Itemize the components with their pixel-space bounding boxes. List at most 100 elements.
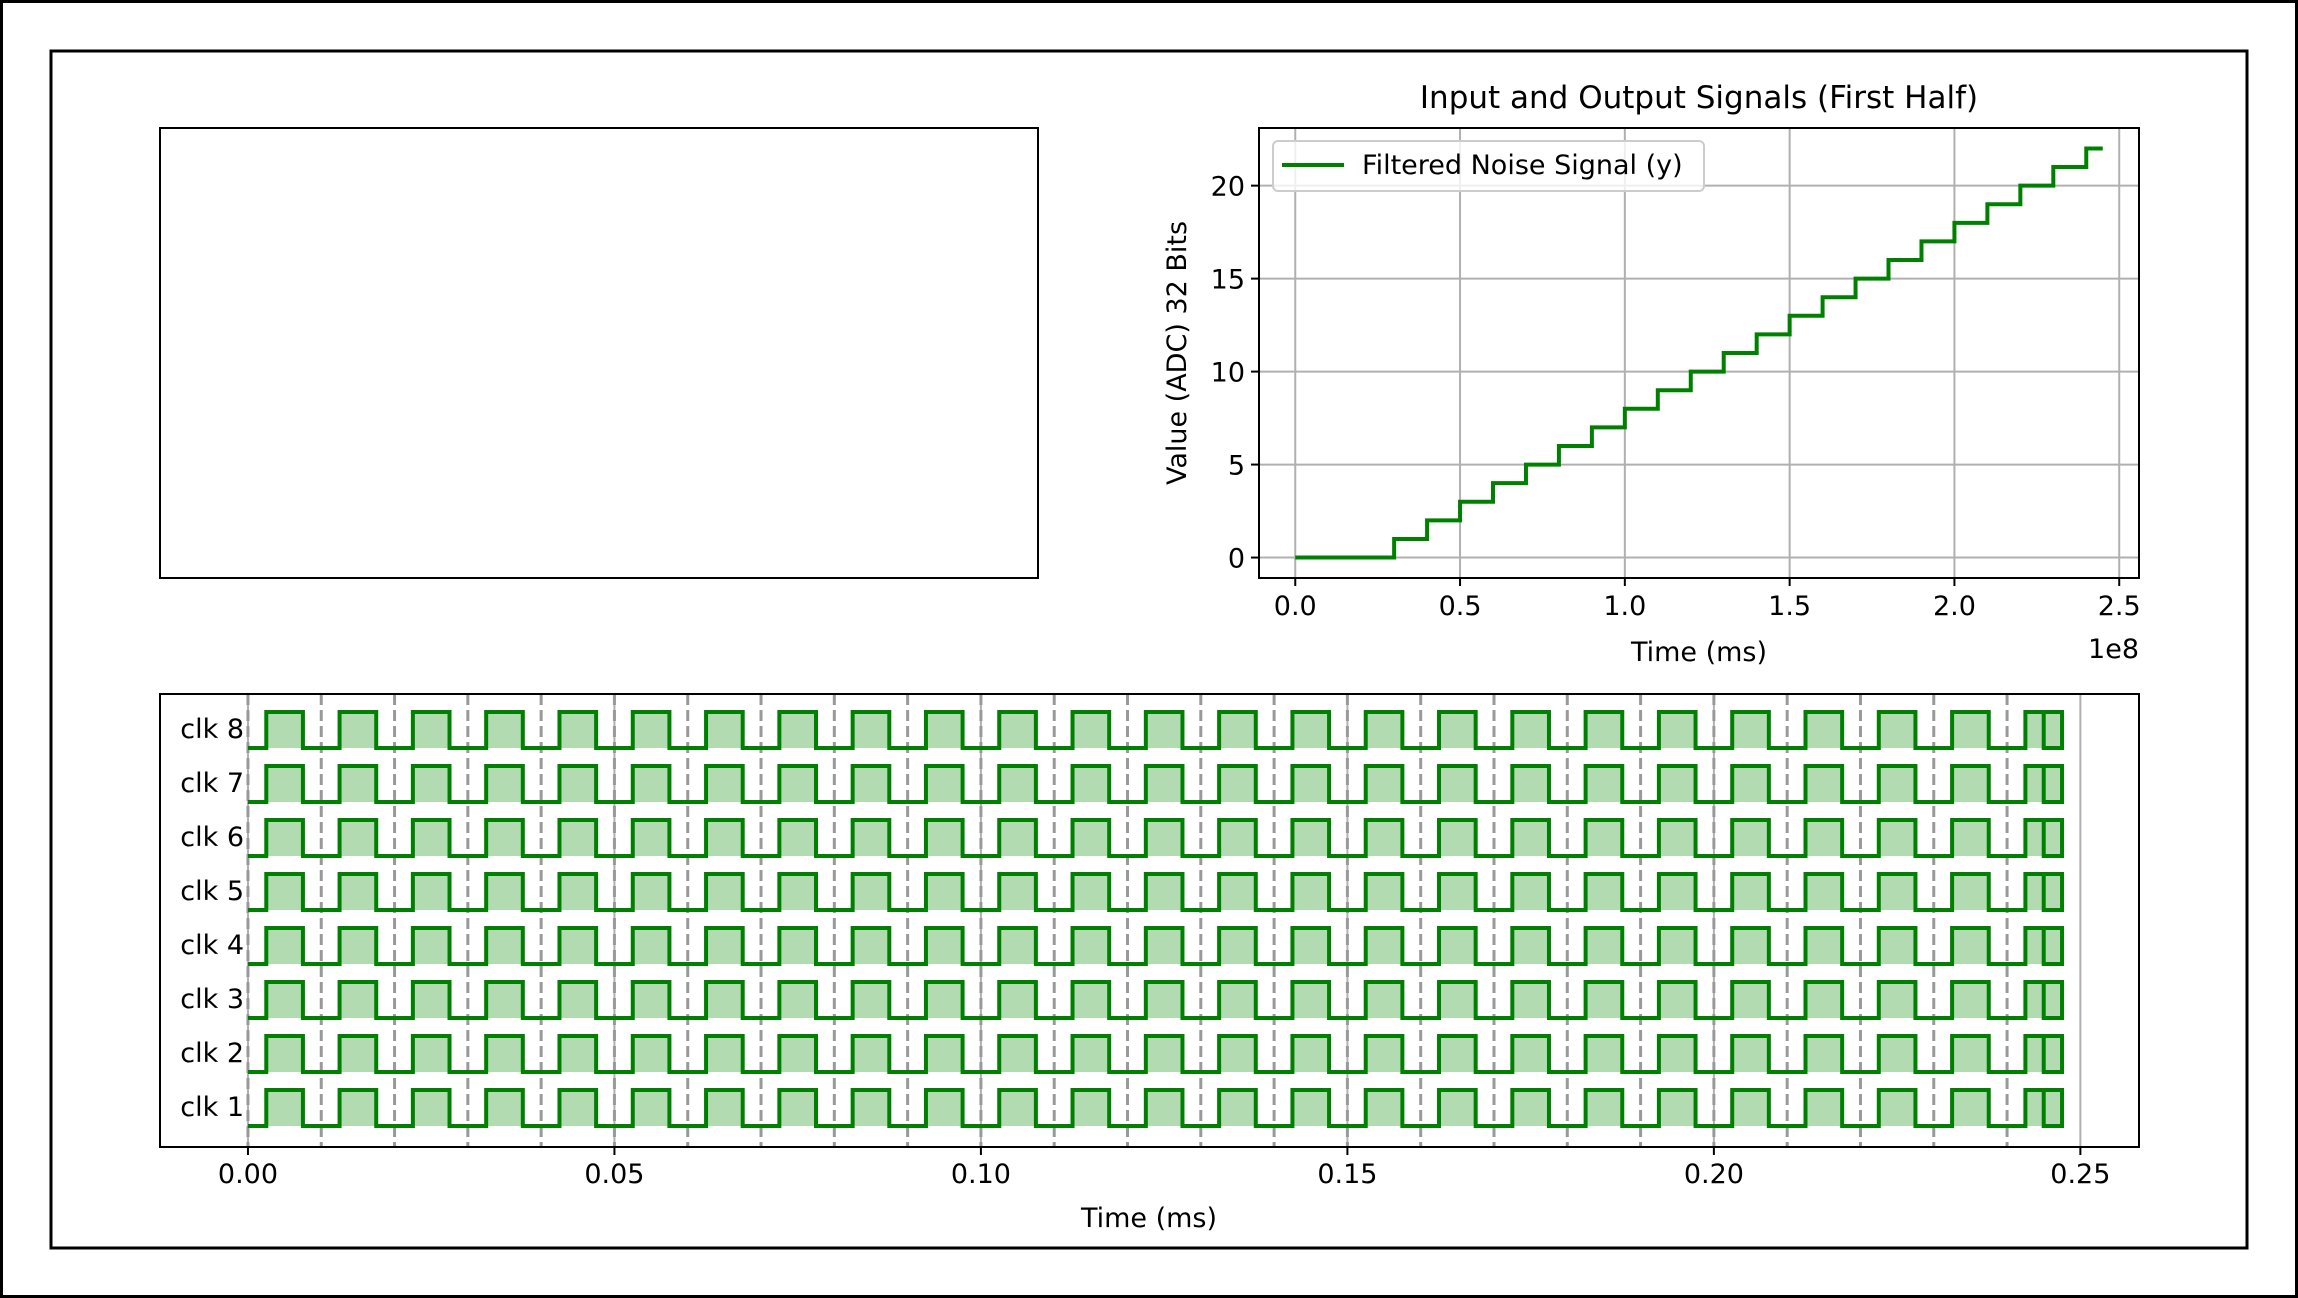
clock-waveform — [247, 1088, 2065, 1128]
clock-pulse-fill — [339, 766, 377, 802]
clock-pulse-fill — [1658, 928, 1696, 964]
clock-pulse-fill — [339, 1090, 377, 1126]
clock-signal: clk 5 — [180, 872, 2065, 912]
clock-pulse-fill — [1952, 928, 1989, 964]
clock-pulse-fill — [779, 1090, 817, 1126]
clock-pulse-fill — [1658, 1090, 1696, 1126]
clock-pulse-fill — [1439, 712, 1476, 748]
clock-pulse-fill — [632, 874, 670, 910]
clock-pulse-fill — [1732, 820, 1769, 856]
clock-pulse-fill — [706, 874, 743, 910]
clock-pulse-fill — [1145, 1036, 1183, 1072]
clock-pulse-fill — [1365, 982, 1403, 1018]
clock-pulse-fill — [1072, 712, 1110, 748]
clock-waveform — [247, 710, 2065, 750]
clock-waveform — [247, 818, 2065, 858]
clock-pulse-fill — [1805, 820, 1843, 856]
clock-pulse-fill — [1292, 982, 1330, 1018]
clock-pulse-fill — [1878, 1036, 1916, 1072]
clock-pulse-fill — [412, 982, 450, 1018]
clock-pulse-fill — [1658, 712, 1696, 748]
x-tick-label: 0.20 — [1684, 1159, 1744, 1190]
clock-pulse-fill — [1732, 712, 1769, 748]
clock-pulse-fill — [852, 874, 890, 910]
clock-pulse-fill — [1365, 874, 1403, 910]
clock-pulse-fill — [1878, 982, 1916, 1018]
clock-pulse-fill — [925, 766, 963, 802]
clock-pulse-fill — [706, 1036, 743, 1072]
clock-pulse-fill — [632, 1090, 670, 1126]
clock-pulse-fill — [1292, 1090, 1330, 1126]
clock-pulse-fill — [412, 766, 450, 802]
clock-pulse-fill — [1805, 982, 1843, 1018]
clock-pulse-fill — [1145, 928, 1183, 964]
clock-pulse-fill — [1658, 982, 1696, 1018]
clock-pulse-fill — [339, 1036, 377, 1072]
clock-pulse-fill — [925, 712, 963, 748]
clock-pulse-fill — [925, 874, 963, 910]
clock-pulse-fill — [1365, 820, 1403, 856]
clock-pulse-fill — [706, 712, 743, 748]
clock-pulse-fill — [1145, 874, 1183, 910]
clock-pulse-fill — [266, 928, 303, 964]
clock-pulse-fill — [339, 712, 377, 748]
clock-signal: clk 6 — [180, 818, 2065, 858]
clock-pulse-fill — [1732, 766, 1769, 802]
clock-pulse-fill — [999, 982, 1036, 1018]
clock-pulse-fill — [266, 712, 303, 748]
y-tick-label: 10 — [1211, 358, 1245, 389]
clock-pulse-fill — [1145, 820, 1183, 856]
clock-pulse-fill — [779, 820, 817, 856]
clock-signal-label: clk 4 — [180, 930, 244, 961]
clock-pulse-fill — [925, 982, 963, 1018]
clock-pulse-fill — [266, 982, 303, 1018]
clock-pulse-fill — [1952, 1036, 1989, 1072]
clock-pulse-fill — [706, 982, 743, 1018]
clock-pulse-fill — [1805, 1036, 1843, 1072]
x-tick-label: 1.5 — [1768, 591, 1811, 622]
clock-pulse-fill — [266, 1090, 303, 1126]
clock-pulse-fill — [266, 766, 303, 802]
clock-pulse-fill — [559, 766, 597, 802]
clock-pulse-fill — [1512, 766, 1549, 802]
clock-pulse-fill — [632, 766, 670, 802]
clock-pulse-fill — [1072, 928, 1110, 964]
clock-chart-xlabel: Time (ms) — [1080, 1203, 1217, 1234]
clock-pulse-fill — [412, 1036, 450, 1072]
clock-signal-label: clk 2 — [180, 1038, 244, 1069]
clock-pulse-fill — [412, 1090, 450, 1126]
clock-pulse-fill — [339, 928, 377, 964]
clock-pulse-fill — [852, 982, 890, 1018]
x-tick-label: 0.00 — [218, 1159, 278, 1190]
clock-pulse-fill — [486, 982, 523, 1018]
clock-pulse-fill — [1292, 766, 1330, 802]
x-tick-label: 0.05 — [584, 1159, 644, 1190]
clock-pulse-fill — [1732, 1036, 1769, 1072]
clock-pulse-fill — [1732, 1090, 1769, 1126]
series-line — [1295, 146, 2103, 560]
clock-pulse-fill — [852, 1036, 890, 1072]
step-chart-title: Input and Output Signals (First Half) — [1420, 80, 1978, 116]
clock-pulse-fill — [1658, 874, 1696, 910]
clock-pulse-fill — [1732, 982, 1769, 1018]
clock-pulse-fill — [266, 874, 303, 910]
clock-pulse-fill — [1658, 820, 1696, 856]
clock-waveform — [247, 1034, 2065, 1074]
clock-pulse-fill — [266, 820, 303, 856]
clock-pulse-fill — [1952, 712, 1989, 748]
clock-chart-ticks: 0.00 0.05 0.10 0.15 0.20 0.25 — [218, 1147, 2110, 1190]
clock-pulse-fill — [1292, 1036, 1330, 1072]
legend-label: Filtered Noise Signal (y) — [1362, 150, 1683, 181]
step-chart-grid — [1259, 128, 2139, 578]
clock-pulse-fill — [925, 820, 963, 856]
step-chart: Input and Output Signals (First Half) 0.… — [1162, 80, 2141, 668]
clock-signal-label: clk 6 — [180, 822, 244, 853]
clock-pulse-fill — [1145, 1090, 1183, 1126]
clock-pulse-fill — [559, 874, 597, 910]
clock-pulse-fill — [1219, 982, 1256, 1018]
clock-pulse-fill — [632, 1036, 670, 1072]
clock-pulse-fill — [632, 982, 670, 1018]
clock-pulse-fill — [559, 712, 597, 748]
step-chart-frame — [1258, 127, 2140, 579]
clock-pulse-fill — [1219, 766, 1256, 802]
